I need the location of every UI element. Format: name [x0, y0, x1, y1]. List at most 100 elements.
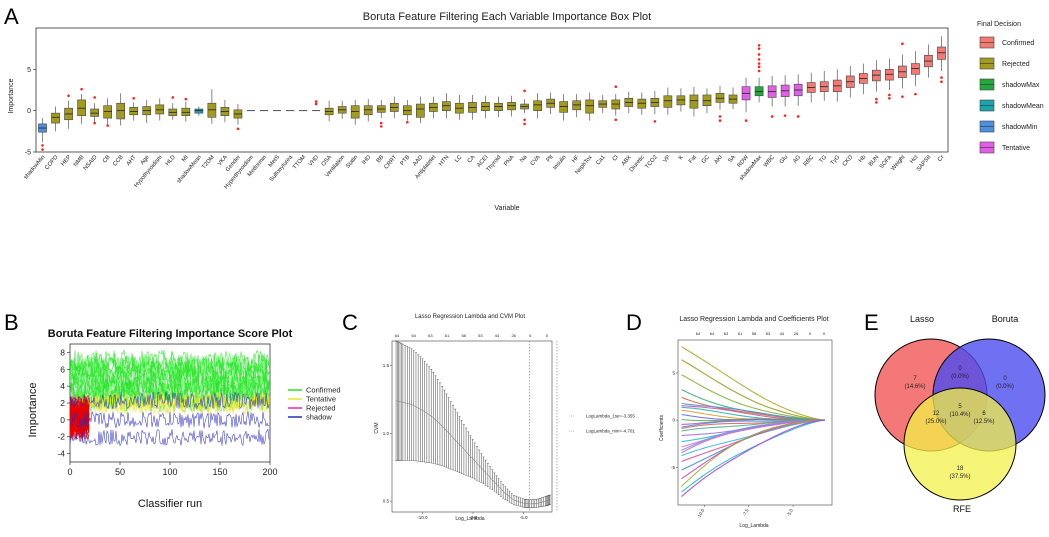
series-Rejected	[70, 396, 90, 419]
series-Confirmed	[70, 363, 270, 387]
outlier-point	[914, 92, 917, 96]
legend-label: Tentative	[306, 395, 336, 404]
x-tick-label: 150	[212, 467, 227, 477]
x-tick-label: Glu	[779, 154, 789, 165]
box-NSAID	[90, 108, 99, 117]
x-tick-label: HEP	[60, 154, 72, 167]
coefficient-path	[681, 374, 825, 421]
x-tick-label: BB	[376, 154, 386, 164]
x-tick-label: Cl	[612, 154, 620, 162]
x-tick-label: 100	[162, 467, 177, 477]
x-tick-label: AG	[792, 154, 802, 165]
x-tick-label: PNA	[503, 154, 515, 167]
chart-a-title: Boruta Feature Filtering Each Variable I…	[363, 11, 651, 23]
outlier-point	[93, 96, 96, 99]
series-shadow	[70, 428, 270, 447]
top-tick-label: 64	[710, 331, 715, 336]
box-BUN	[872, 69, 881, 82]
chart-d-xlabel: Log_Lambda	[739, 523, 768, 529]
venn-count-boruta_only: 0	[1003, 376, 1007, 382]
x-tick-label: shadowMin	[23, 154, 46, 180]
panel-letter-b: B	[4, 310, 19, 335]
x-tick-label: Na	[519, 154, 529, 164]
outlier-point	[41, 144, 44, 147]
venn-pct-lasso_rfe: (25.0%)	[925, 419, 946, 425]
box-shadowMean	[194, 108, 204, 114]
outlier-point	[184, 97, 188, 101]
panel-letter-e: E	[864, 310, 879, 335]
outlier-point	[171, 96, 175, 99]
venn-pct-boruta_only: (0.0%)	[996, 384, 1014, 390]
venn-pct-all_three: (10.4%)	[949, 412, 970, 418]
x-tick-label: shadowMean	[176, 154, 203, 184]
x-tick-label: AHT	[126, 154, 138, 167]
coefficient-path	[681, 419, 825, 493]
box-Statin	[350, 105, 360, 119]
outlier-point	[757, 44, 761, 47]
y-tick-label: 0	[60, 415, 65, 425]
panel-b-lineplot: Boruta Feature Filtering Importance Scor…	[27, 328, 341, 510]
chart-d-ylabel: Coefficients	[659, 414, 665, 441]
x-tick-label: T2DM	[201, 154, 216, 170]
chart-a-frame	[35, 27, 949, 153]
chart-c-xlabel: Log_Lambda	[455, 516, 484, 522]
coefficient-path	[681, 418, 825, 422]
chart-a-xlabel: Variable	[494, 205, 519, 212]
x-tick-label: 200	[262, 467, 277, 477]
outlier-point	[614, 85, 618, 88]
top-tick-label: 26	[794, 331, 799, 336]
y-tick-label: -2	[57, 432, 65, 442]
box-Hct	[911, 63, 920, 75]
outlier-point	[236, 127, 240, 131]
box-IHD	[363, 105, 373, 116]
outlier-point	[757, 47, 761, 50]
panel-letter-d: D	[626, 310, 642, 335]
top-tick-label: 64	[696, 331, 701, 336]
legend-label: Confirmed	[306, 386, 341, 395]
top-tick-label: 58	[461, 333, 466, 338]
x-tick-label: -7.5	[741, 508, 749, 518]
outlier-point	[888, 96, 891, 100]
outlier-point	[614, 118, 618, 122]
outlier-point	[875, 97, 878, 101]
x-tick-label: VHD	[308, 154, 320, 167]
x-tick-label: TG	[818, 154, 828, 164]
chart-c-ylabel: CVM	[374, 422, 380, 433]
box-Cr	[937, 46, 946, 60]
outlier-point	[93, 121, 96, 125]
chart-d-plot-area: 5 0 -5 -10.0 -7.5 -5.0 64 64 63 61 58 53 44 26 0 0	[671, 331, 833, 519]
top-tick-label: 26	[511, 333, 516, 338]
coefficient-path	[681, 346, 825, 421]
x-tick-label: -5.0	[786, 508, 794, 518]
legend-label: shadow	[306, 413, 332, 422]
x-tick-label: CVA	[530, 154, 542, 167]
outlier-point	[523, 89, 526, 93]
outlier-point	[940, 76, 943, 79]
y-tick-label: 4	[60, 381, 65, 391]
top-tick-label: 53	[478, 333, 483, 338]
venn-pct-lasso_only: (14.6%)	[904, 384, 925, 390]
top-tick-label: 6	[529, 333, 532, 338]
panel-e-venn: Lasso Boruta RFE 7 (14.6%) 0 (0.0%) 0 (0.0%) 5…	[874, 314, 1046, 514]
outlier-point	[744, 119, 748, 122]
series-Tentative	[70, 391, 270, 409]
venn-count-boruta_rfe: 6	[982, 411, 986, 417]
outlier-point	[783, 114, 787, 117]
venn-count-rfe_only: 18	[957, 466, 964, 472]
box-CB	[103, 105, 112, 119]
x-tick-label: LC	[454, 154, 463, 164]
box-CVA	[533, 100, 542, 111]
box-GC	[702, 94, 712, 107]
y-tick-label: 0	[27, 108, 31, 115]
box-SOFA	[885, 69, 894, 81]
chart-b-plot-area: -4 -2 0 2 4 6 8 0 50 100 150 200 ConfirmedTentativeR…	[57, 343, 341, 477]
box-shadowMax	[754, 86, 764, 97]
venn-pct-boruta_rfe: (12.5%)	[973, 419, 994, 425]
x-tick-label: VP	[662, 154, 672, 164]
legend-label: Confirmed	[1002, 40, 1034, 47]
x-tick-label: K	[678, 154, 685, 161]
outlier-point	[653, 120, 657, 123]
x-tick-label: CCB	[112, 154, 125, 167]
x-tick-label: RBC	[803, 154, 815, 167]
